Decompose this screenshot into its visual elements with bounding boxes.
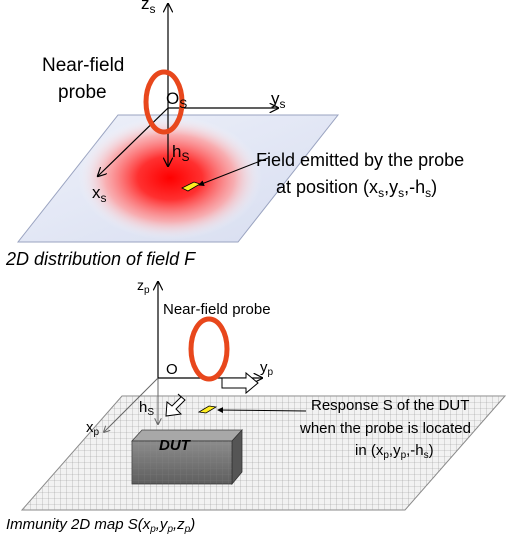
bottom-x-axis-label: xp bbox=[86, 419, 100, 438]
height-label: hS bbox=[172, 142, 189, 164]
response-label-line1: Response S of the DUT bbox=[311, 397, 469, 414]
z-axis-label: zs bbox=[141, 0, 156, 16]
bottom-origin-label: O bbox=[166, 361, 178, 378]
field-distribution-spot bbox=[78, 116, 262, 240]
probe-label-line2: probe bbox=[58, 82, 107, 103]
response-marker bbox=[197, 405, 218, 414]
probe-ring bbox=[143, 69, 185, 135]
bottom-z-axis-label: zp bbox=[137, 277, 150, 296]
move-y-arrow bbox=[221, 371, 259, 395]
probe-label-line1: Near-field bbox=[42, 55, 124, 76]
dut-box bbox=[131, 428, 243, 486]
bottom-y-axis-label: yp bbox=[260, 359, 274, 378]
response-label-line2: when the probe is located bbox=[299, 420, 471, 437]
field-label-line1: Field emitted by the probe bbox=[256, 150, 464, 170]
dut-label: DUT bbox=[159, 437, 192, 454]
y-axis-label: ys bbox=[271, 89, 286, 111]
top-caption: 2D distribution of field F bbox=[5, 249, 196, 269]
response-pointer-line bbox=[217, 407, 307, 414]
field-pointer-line bbox=[198, 157, 269, 186]
bottom-height-label: hS bbox=[139, 399, 154, 418]
x-axis bbox=[98, 107, 169, 176]
bottom-probe-ring bbox=[188, 316, 230, 382]
x-axis-label: xs bbox=[92, 183, 107, 205]
origin-label: OS bbox=[166, 89, 187, 111]
bottom-diagram: DUT zp Near-field probe O yp hS xp Respo… bbox=[6, 277, 507, 535]
move-x-arrow bbox=[165, 393, 186, 417]
bottom-caption: Immunity 2D map S(xp,yp,zp) bbox=[6, 516, 195, 535]
response-label-line3: in (xp,yp,-hs) bbox=[355, 442, 434, 461]
top-diagram: zs ys xs OS hS Near-field probe Field em… bbox=[5, 0, 464, 269]
bottom-x-axis bbox=[104, 377, 159, 432]
field-label-line2: at position (xs,ys,-hs) bbox=[276, 177, 437, 200]
bottom-probe-label: Near-field probe bbox=[163, 301, 271, 318]
